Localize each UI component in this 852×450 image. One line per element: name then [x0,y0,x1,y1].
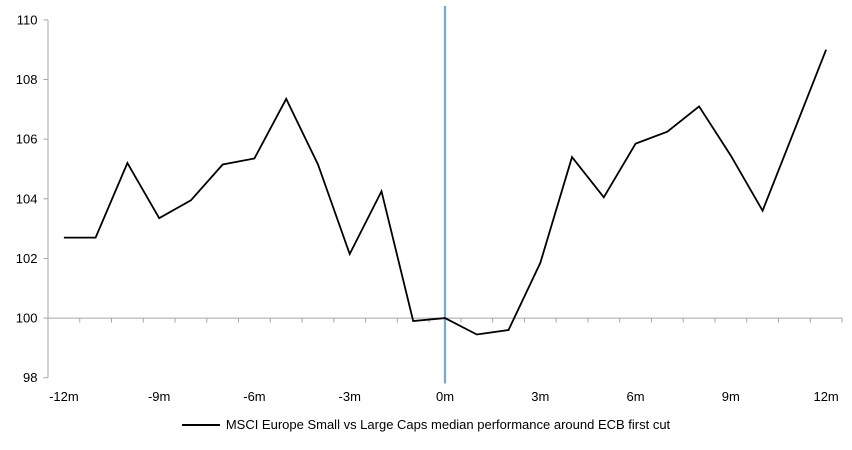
x-axis-label: 9m [722,389,740,404]
y-axis-label: 108 [16,72,38,87]
y-axis-label: 102 [16,251,38,266]
legend: MSCI Europe Small vs Large Caps median p… [0,417,852,432]
legend-line-icon [181,423,220,426]
legend-label: MSCI Europe Small vs Large Caps median p… [225,417,671,432]
x-axis-label: -12m [49,389,79,404]
line-chart-canvas: 98 100 102 104 106 108 110 -12m -9m -6m -3m 0m 3m 6m 9… [16,6,843,404]
y-axis-label: 104 [16,191,38,206]
x-axis-label: -9m [148,389,170,404]
x-axis-label: 3m [531,389,549,404]
y-axis-label: 98 [23,370,37,385]
series-line [63,49,827,336]
y-axis-label: 100 [16,311,38,326]
x-axis-label: -6m [243,389,265,404]
x-axis-label: -3m [339,389,361,404]
y-axis-label: 106 [16,132,38,147]
x-axis-label: 6m [627,389,645,404]
x-axis-label: 12m [813,389,838,404]
y-axis-label: 110 [17,12,38,27]
x-axis-label: 0m [436,389,454,404]
